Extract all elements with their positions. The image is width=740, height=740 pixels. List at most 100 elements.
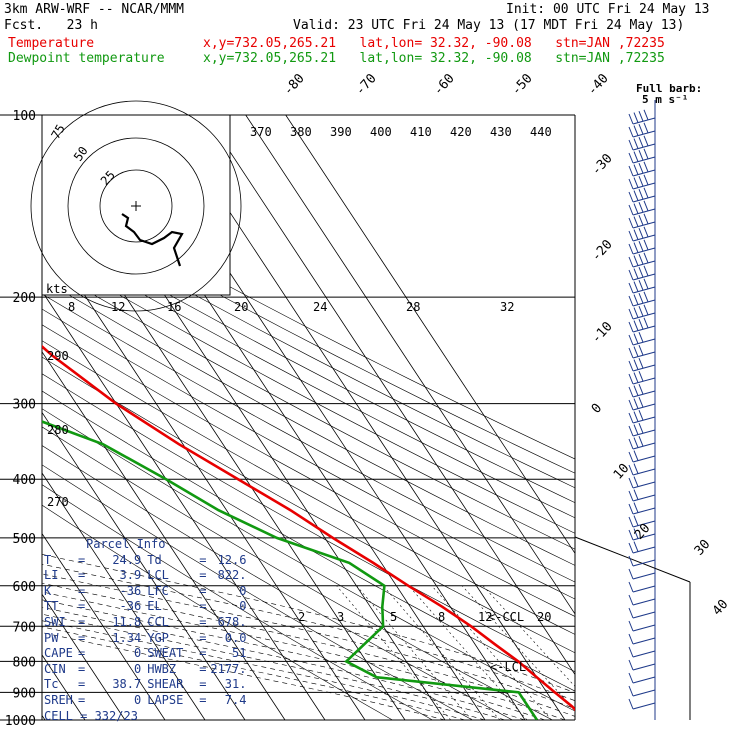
hodograph-ring-label: 75 [48,122,67,142]
wind-barb [632,351,656,359]
parcel-eq: = [199,677,207,692]
wind-barb-flag [628,126,634,138]
mixing-ratio-line [356,585,473,720]
temperature-location: x,y=732.05,265.21 lat,lon= 32.32, -90.08… [203,36,665,51]
forecast-hour: Fcst. 23 h [4,18,98,33]
dry-adiabat [42,264,575,550]
dewpoint-legend: Dewpoint temperature [8,51,165,66]
wind-barb-flag [628,178,634,190]
wind-barb [632,364,656,372]
dry-adiabat [42,464,473,720]
wind-barb-flag [633,450,639,461]
parcel-row: Tc = 38.7 SHEAR = 31. [44,677,246,693]
isotherm-label: -40 [585,71,612,98]
parcel-key: LI [44,568,59,583]
wind-barb-flag [633,437,639,448]
model-title: 3km ARW-WRF -- NCAR/MMM [4,2,185,17]
isotherm [165,115,566,720]
dry-adiabat [42,426,553,720]
wind-barb-flag [628,451,634,463]
wind-barb [632,169,656,177]
parcel-eq: = [78,552,86,567]
wind-barb-flag [633,164,639,175]
wind-barb-flag [633,216,639,227]
moist-adiabat [42,620,486,720]
parcel-value: 0 [134,692,142,707]
wind-barb-flag [638,397,644,408]
isotherm-label: -30 [589,151,616,178]
wind-barb-flag [628,386,634,398]
parcel-value: 0 [239,599,247,614]
wind-barb-flag [633,281,639,292]
theta-label: 440 [530,125,552,139]
wind-barb-flag [633,424,639,435]
lcl-marker: <-LCL [490,660,526,674]
wind-barb [632,260,656,268]
lower-mixing-ratio-label: 5 [390,610,397,624]
isotherm [42,593,126,720]
dry-adiabat [42,182,575,460]
parcel-eq: = [199,583,207,598]
parcel-key: LAPSE [147,692,184,707]
wind-barb-flag [638,267,644,278]
wind-barb-flag [628,269,634,281]
wind-barb-flag [638,163,644,174]
pressure-label: 1000 [5,714,36,729]
wind-barb-flag [638,150,644,161]
wind-barb-flag [638,332,644,343]
diagram-edge [574,536,691,583]
theta-label: 410 [410,125,432,139]
wind-barb [632,143,656,151]
hodograph-ring [30,100,242,312]
dry-adiabat [42,222,575,503]
lower-mixing-ratio-label: 2 [298,610,305,624]
parcel-value: 0 [134,661,142,676]
parcel-info-title: Parcel Info [86,537,166,551]
parcel-eq: = [199,552,207,567]
wind-barb-flag [628,204,634,216]
parcel-row: SREH = 0 LAPSE = 7.4 [44,692,246,709]
dry-adiabat [42,195,575,474]
theta-label: 400 [370,125,392,139]
wind-barb-flag [643,148,649,159]
wind-barb-flag [628,373,634,385]
lower-mixing-ratio-label: 3 [337,610,344,624]
wind-barb-flag [643,187,649,198]
wind-barb-flag [633,502,639,513]
wind-barb-flag [628,321,634,333]
parcel-eq: = [78,692,86,707]
mixing-ratio-line [382,585,501,720]
parcel-key: SWI [44,614,66,629]
parcel-row: K = -36 LFC = 0 [44,583,246,600]
parcel-value: 1.34 [112,630,142,645]
wind-barb-flag [628,529,634,541]
wind-barb [632,702,656,710]
wind-barb-flag [638,137,644,148]
wind-barb [632,455,656,463]
wind-barb [632,221,656,229]
parcel-key: YGP [147,630,169,645]
wind-barb-flag [628,412,634,424]
wind-barb-flag [628,607,634,619]
dry-adiabat [42,445,513,720]
wind-barb [632,234,656,242]
wind-barb [632,520,656,528]
pressure-label: 600 [13,580,36,595]
pressure-label: 100 [13,109,36,124]
wind-barb-flag [638,215,644,226]
wind-barb [632,585,656,593]
parcel-key: T [44,552,52,567]
wind-barb-flag [633,242,639,253]
wind-barb [632,429,656,437]
wind-barb-flag [628,685,634,697]
lower-mixing-ratio-label: 12 [478,610,492,624]
wind-barb-flag [638,319,644,330]
pressure-label: 900 [13,686,36,701]
wind-barb [632,468,656,476]
temperature-profile [42,344,575,712]
parcel-eq: = [199,692,207,707]
wind-barb-flag [633,294,639,305]
wind-barb [632,611,656,619]
wind-barb-flag [633,320,639,331]
hodograph-ring-label: 50 [71,144,91,164]
